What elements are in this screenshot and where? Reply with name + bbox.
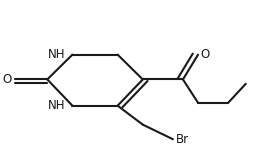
Text: O: O <box>3 73 12 86</box>
Text: Br: Br <box>176 133 188 146</box>
Text: NH: NH <box>47 48 65 61</box>
Text: O: O <box>201 48 210 61</box>
Text: NH: NH <box>47 99 65 112</box>
